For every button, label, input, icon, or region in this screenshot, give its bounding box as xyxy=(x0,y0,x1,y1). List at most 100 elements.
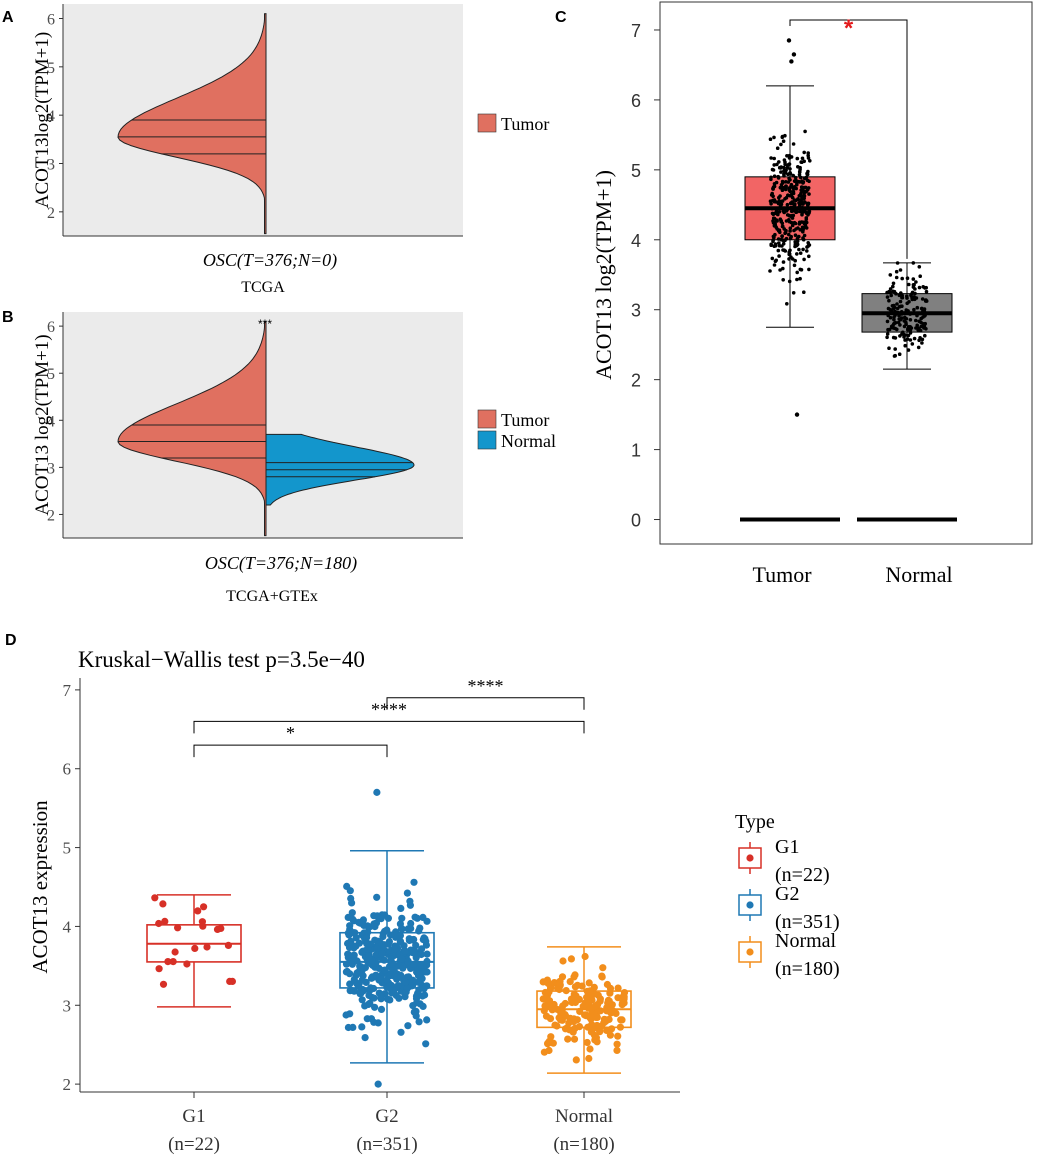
panel-b-group-label: OSC(T=376;N=180) xyxy=(205,553,357,574)
d-point xyxy=(397,904,405,913)
d-point xyxy=(228,977,236,986)
y-tick-label-5: 5 xyxy=(47,60,55,77)
c-point xyxy=(788,171,792,175)
c-point xyxy=(795,156,800,161)
c-point xyxy=(908,328,913,333)
y-tick-label-2: 2 xyxy=(47,205,55,222)
c-outlier-point xyxy=(786,38,792,43)
c-point xyxy=(771,216,776,220)
d-point xyxy=(161,917,169,926)
panel-b-legend-label-normal: Normal xyxy=(501,431,556,451)
d-point xyxy=(423,961,431,969)
d-point xyxy=(373,945,381,953)
c-point xyxy=(788,229,792,233)
d-point xyxy=(407,919,415,928)
c-y-tick-label-0: 0 xyxy=(631,511,641,531)
d-point xyxy=(397,973,405,981)
d-point xyxy=(567,995,576,1003)
d-comparison-label-1: **** xyxy=(371,699,407,719)
d-point xyxy=(398,955,406,963)
d-point xyxy=(614,984,622,992)
c-point xyxy=(784,219,789,223)
c-point xyxy=(887,289,891,294)
c-point xyxy=(777,254,781,258)
c-point xyxy=(801,236,805,240)
d-point xyxy=(343,967,351,976)
c-point xyxy=(797,222,802,226)
c-point xyxy=(906,348,911,352)
c-point xyxy=(777,210,782,214)
c-point xyxy=(791,189,796,194)
d-point xyxy=(365,953,373,961)
c-point xyxy=(885,295,890,299)
c-y-tick-label-1: 1 xyxy=(631,441,641,461)
c-point xyxy=(789,209,794,214)
d-point xyxy=(419,1002,427,1011)
d-point xyxy=(603,1026,611,1034)
d-point xyxy=(412,992,421,1000)
c-point xyxy=(802,257,806,262)
c-point xyxy=(894,269,899,274)
c-point xyxy=(789,182,794,187)
c-point xyxy=(906,325,911,329)
d-point xyxy=(386,996,394,1004)
c-point xyxy=(891,281,896,286)
c-point xyxy=(793,233,798,237)
d-point xyxy=(403,889,411,897)
d-point xyxy=(585,1054,593,1063)
c-point xyxy=(907,282,911,287)
c-point xyxy=(791,186,796,191)
c-point xyxy=(919,306,924,311)
c-point xyxy=(781,242,786,246)
d-point xyxy=(397,925,406,933)
d-point xyxy=(423,968,431,976)
c-point xyxy=(800,210,804,214)
c-point xyxy=(795,242,800,247)
d-point xyxy=(345,931,353,939)
c-point xyxy=(788,236,793,241)
c-point xyxy=(920,297,925,301)
c-point xyxy=(887,346,891,351)
c-point xyxy=(805,249,809,253)
d-point xyxy=(566,978,574,986)
d-point xyxy=(365,991,373,1000)
d-point xyxy=(364,945,372,954)
d-point xyxy=(346,887,354,895)
c-point xyxy=(899,316,904,320)
c-point xyxy=(894,275,899,280)
c-point xyxy=(793,198,798,203)
d-point xyxy=(375,964,383,973)
d-point xyxy=(586,1045,594,1053)
d-point xyxy=(422,1040,430,1048)
c-y-tick-label-6: 6 xyxy=(631,91,641,111)
c-point xyxy=(903,338,907,342)
d-point xyxy=(587,994,595,1002)
c-point xyxy=(800,156,805,161)
d-point xyxy=(545,1046,553,1055)
c-point xyxy=(776,237,781,241)
d-point xyxy=(383,926,391,934)
d-point xyxy=(548,1006,556,1014)
c-point xyxy=(885,335,889,340)
c-point xyxy=(900,276,904,281)
d-legend-label-n-g1: (n=22) xyxy=(775,864,830,886)
c-point xyxy=(779,183,784,187)
d-point xyxy=(578,982,586,990)
c-point xyxy=(771,234,776,239)
d-point xyxy=(413,999,421,1007)
d-point xyxy=(551,1021,559,1029)
d-comparison-label-0: * xyxy=(286,723,295,743)
c-points-tumor xyxy=(768,38,812,417)
d-outlier-point xyxy=(374,1080,382,1088)
d-point xyxy=(583,987,591,995)
d-point xyxy=(620,992,628,1000)
c-point xyxy=(780,199,785,203)
d-point xyxy=(370,984,378,993)
c-point xyxy=(893,347,897,351)
d-legend-label-n-normal: (n=180) xyxy=(775,958,840,980)
c-point xyxy=(777,195,781,200)
d-point xyxy=(564,1035,572,1043)
d-point xyxy=(379,933,387,941)
d-point xyxy=(542,1012,551,1020)
d-x-label-g1: G1 xyxy=(182,1106,205,1127)
